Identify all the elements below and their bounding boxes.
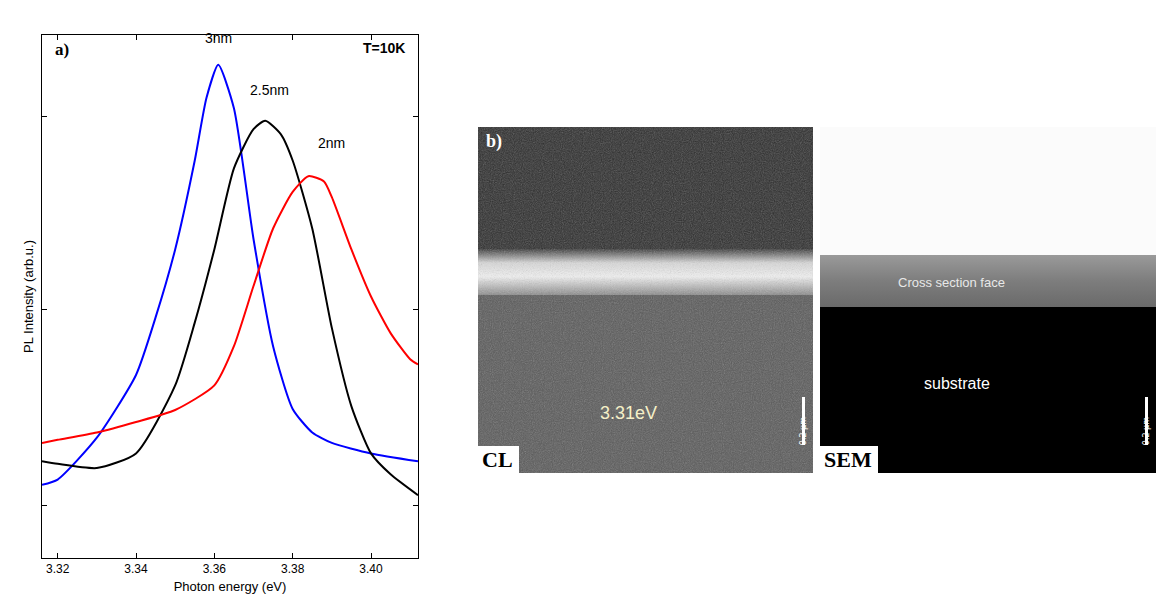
svg-text:Photon energy (eV): Photon energy (eV) bbox=[174, 579, 287, 594]
svg-text:3.34: 3.34 bbox=[124, 562, 148, 576]
html-text:0.2 µm: 0.2 µm bbox=[1142, 417, 1151, 446]
html-text:substrate: substrate bbox=[924, 375, 990, 392]
html-text:Cross section face: Cross section face bbox=[898, 275, 1005, 290]
html-text:SEM: SEM bbox=[824, 447, 872, 472]
svg-text:3.38: 3.38 bbox=[281, 562, 305, 576]
svg-text:PL Intensity (arb.u.): PL Intensity (arb.u.) bbox=[21, 240, 36, 353]
svg-text:T=10K: T=10K bbox=[363, 40, 405, 56]
html-text:CL: CL bbox=[482, 447, 513, 472]
svg-text:2.5nm: 2.5nm bbox=[250, 82, 289, 98]
svg-text:a): a) bbox=[55, 40, 69, 59]
html-text:3.31eV: 3.31eV bbox=[600, 403, 658, 423]
html-text:0.2 µm: 0.2 µm bbox=[799, 417, 808, 446]
svg-text:2nm: 2nm bbox=[318, 135, 345, 151]
svg-text:3.32: 3.32 bbox=[46, 562, 70, 576]
svg-text:3.40: 3.40 bbox=[359, 562, 383, 576]
svg-text:3.36: 3.36 bbox=[203, 562, 227, 576]
svg-text:3nm: 3nm bbox=[205, 30, 232, 46]
html-text:b): b) bbox=[486, 131, 502, 151]
